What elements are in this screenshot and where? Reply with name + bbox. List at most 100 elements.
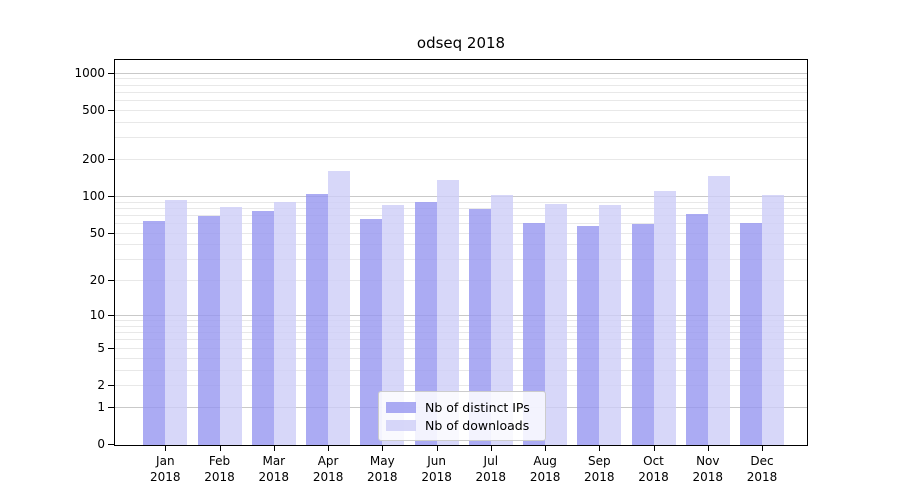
bar-downloads-oct [653, 190, 676, 445]
y-tick-200 [108, 158, 115, 161]
y-tick-label-20: 20 [89, 273, 105, 288]
y-tick-label-200: 200 [82, 151, 105, 166]
minor-gridline-50 [115, 232, 807, 234]
major-gridline-100 [115, 195, 807, 197]
y-tick-label-10: 10 [89, 308, 105, 323]
bar-ips-may [360, 218, 383, 445]
x-tick-year: 2018 [367, 469, 398, 484]
minor-gridline-80 [115, 207, 807, 209]
minor-gridline-200 [115, 158, 807, 160]
y-tick-0 [108, 444, 115, 446]
minor-gridline-7 [115, 332, 807, 334]
major-gridline-10 [115, 315, 807, 317]
bar-ips-mar [251, 211, 274, 445]
x-tick-year: 2018 [746, 469, 778, 484]
y-tick-label-5: 5 [97, 340, 105, 355]
minor-gridline-300 [115, 137, 807, 139]
x-tick-year: 2018 [529, 469, 561, 484]
y-tick-label-500: 500 [82, 102, 105, 117]
x-tick-label-oct: Oct 2018 [624, 454, 684, 485]
bar-ips-dec [740, 223, 762, 445]
y-tick-label-50: 50 [89, 225, 105, 240]
minor-gridline-700 [115, 91, 807, 93]
minor-gridline-500 [115, 109, 807, 111]
y-tick-1 [108, 406, 115, 408]
bar-downloads-mar [273, 202, 296, 445]
y-tick-5 [108, 347, 115, 349]
x-tick-year: 2018 [584, 469, 615, 484]
x-tick-year: 2018 [312, 469, 344, 484]
y-tick-label-2: 2 [97, 377, 105, 392]
bar-downloads-may [382, 204, 405, 445]
y-tick-label-1000: 1000 [74, 65, 105, 80]
x-tick-dec [762, 446, 764, 451]
minor-gridline-30 [115, 259, 807, 261]
minor-gridline-8 [115, 325, 807, 327]
y-tick-label-1: 1 [97, 399, 105, 414]
minor-gridline-5 [115, 347, 807, 349]
legend: Nb of distinct IPs Nb of downloads [378, 391, 546, 441]
x-tick-year: 2018 [258, 469, 290, 484]
x-tick-mar [273, 446, 275, 451]
x-tick-label-jan: Jan 2018 [135, 454, 195, 485]
x-tick-year: 2018 [692, 469, 724, 484]
bar-downloads-jun [436, 180, 459, 445]
bar-ips-jun [414, 202, 437, 445]
x-tick-label-feb: Feb 2018 [190, 454, 250, 485]
legend-swatch-icon [386, 419, 416, 431]
y-tick-10 [108, 315, 115, 317]
minor-gridline-9 [115, 320, 807, 322]
x-tick-label-apr: Apr 2018 [298, 454, 358, 485]
y-tick-500 [108, 109, 115, 111]
bar-ips-feb [197, 215, 220, 445]
y-tick-2 [108, 384, 115, 387]
bar-ips-sep [577, 225, 600, 445]
y-tick-50 [108, 232, 115, 234]
x-tick-jun [436, 446, 438, 451]
bar-downloads-nov [707, 175, 730, 445]
bar-downloads-feb [219, 207, 242, 445]
x-tick-apr [328, 446, 330, 451]
bar-downloads-sep [599, 204, 622, 445]
bar-ips-aug [523, 223, 546, 445]
bar-ips-jan [143, 221, 166, 445]
y-tick-label-100: 100 [82, 188, 105, 203]
x-tick-year: 2018 [204, 469, 235, 484]
legend-row-downloads: Nb of downloads [386, 417, 536, 433]
minor-gridline-40 [115, 244, 807, 246]
x-tick-label-jun: Jun 2018 [407, 454, 467, 485]
x-tick-label-nov: Nov 2018 [678, 454, 738, 485]
minor-gridline-2 [115, 384, 807, 386]
chart-title: odseq 2018 [416, 34, 506, 52]
x-tick-label-dec: Dec 2018 [732, 454, 792, 485]
minor-gridline-600 [115, 100, 807, 101]
legend-label: Nb of downloads [425, 417, 530, 433]
x-tick-year: 2018 [150, 469, 181, 484]
minor-gridline-4 [115, 357, 807, 359]
minor-gridline-400 [115, 121, 807, 123]
legend-label: Nb of distinct IPs [425, 399, 530, 415]
legend-swatch-icon [386, 401, 416, 413]
minor-gridline-3 [115, 369, 807, 371]
x-tick-nov [707, 446, 709, 451]
minor-gridline-6 [115, 339, 807, 341]
x-tick-label-mar: Mar 2018 [244, 454, 304, 485]
bar-ips-apr [306, 193, 329, 445]
x-tick-label-aug: Aug 2018 [515, 454, 575, 485]
plot-area: Jan 2018 Feb 2018 Mar 2018 Apr 2018 May 2018 Jun 20… [74, 60, 807, 484]
minor-gridline-900 [115, 78, 807, 80]
x-tick-year: 2018 [475, 469, 507, 484]
x-tick-aug [545, 446, 547, 451]
bar-ips-oct [631, 223, 654, 445]
x-tick-oct [653, 446, 655, 451]
minor-gridline-60 [115, 223, 807, 224]
x-tick-label-may: May 2018 [352, 454, 412, 485]
bar-downloads-dec [762, 195, 784, 445]
x-tick-label-jul: Jul 2018 [461, 454, 521, 485]
bar-ips-jul [468, 209, 491, 445]
x-tick-feb [219, 446, 221, 451]
x-tick-jan [165, 446, 167, 451]
major-gridline-1000 [115, 72, 807, 74]
y-tick-1000 [108, 72, 115, 74]
x-tick-label-sep: Sep 2018 [569, 454, 629, 485]
